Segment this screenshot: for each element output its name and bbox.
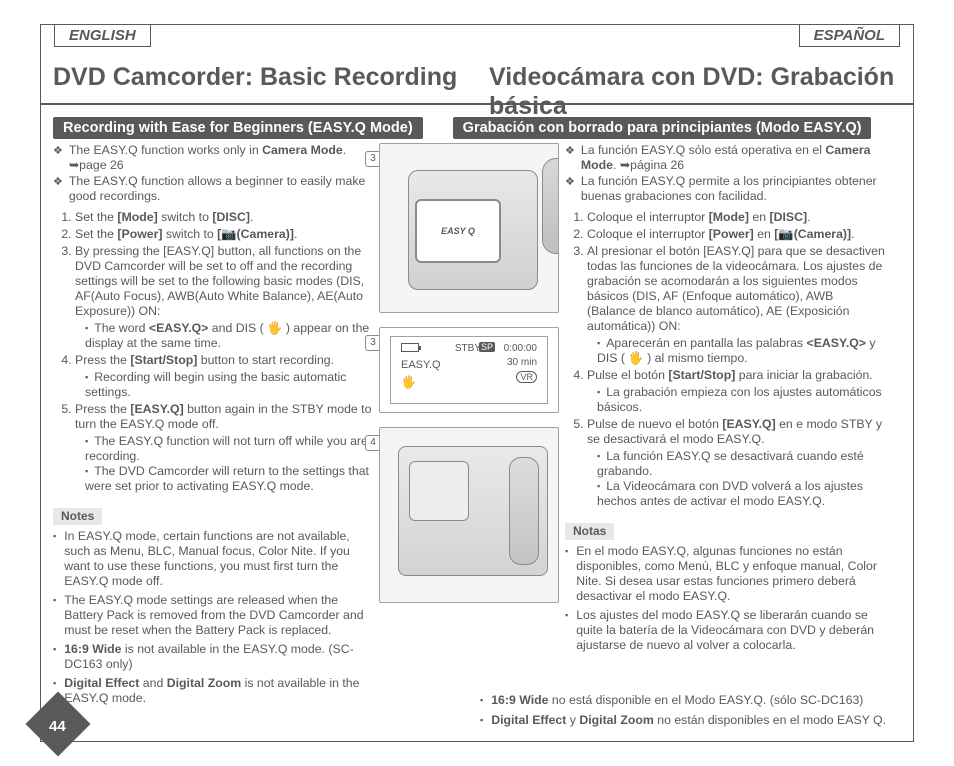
camcorder-panel	[409, 461, 469, 521]
column-spanish: La función EASY.Q sólo está operativa en…	[565, 143, 885, 733]
en-note-1: In EASY.Q mode, certain functions are no…	[64, 529, 373, 589]
es-bottom-notes: 16:9 Wide no está disponible en el Modo …	[480, 693, 902, 732]
es-intro-1: La función EASY.Q sólo está operativa en…	[581, 143, 885, 173]
es-steps: Coloque el interruptor [Mode] en [DISC].…	[565, 210, 885, 509]
en-step-1: Set the [Mode] switch to [DISC].	[75, 210, 373, 225]
figure-camcorder: EASY Q	[379, 143, 559, 313]
es-step-4a: La grabación empieza con los ajustes aut…	[597, 385, 885, 415]
lcd-easyq: EASY.Q	[401, 359, 441, 371]
es-step-1: Coloque el interruptor [Mode] en [DISC].	[587, 210, 885, 225]
camcorder-grip	[542, 158, 559, 254]
es-step-5: Pulse de nuevo el botón [EASY.Q] en e mo…	[587, 417, 885, 509]
camcorder-lens	[509, 457, 539, 565]
diamond-icon	[565, 174, 575, 204]
language-bar: ENGLISH ESPAÑOL	[40, 24, 914, 52]
en-notes: In EASY.Q mode, certain functions are no…	[53, 529, 373, 706]
en-step-3a: The word <EASY.Q> and DIS ( 🖐 ) appear o…	[85, 321, 373, 351]
figure-camcorder-detail	[379, 427, 559, 603]
en-step-5b: The DVD Camcorder will return to the set…	[85, 464, 373, 494]
diamond-icon	[53, 143, 63, 173]
en-step-2: Set the [Power] switch to [📷(Camera)].	[75, 227, 373, 242]
title-english: DVD Camcorder: Basic Recording	[41, 59, 477, 103]
camcorder-illustration: EASY Q	[408, 170, 538, 290]
easyq-icon: EASY Q	[441, 226, 475, 236]
en-intro-2: The EASY.Q function allows a beginner to…	[69, 174, 373, 204]
es-note-1: En el modo EASY.Q, algunas funciones no …	[576, 544, 885, 604]
notes-label-en: Notes	[53, 508, 102, 525]
battery-icon	[401, 343, 419, 352]
diamond-icon	[53, 174, 63, 204]
camcorder-illustration-2	[398, 446, 548, 576]
lang-english-label: ENGLISH	[54, 24, 151, 47]
lcd-sp: SP	[479, 342, 495, 352]
title-row: DVD Camcorder: Basic Recording Videocáma…	[41, 59, 913, 105]
manual-page: ENGLISH ESPAÑOL DVD Camcorder: Basic Rec…	[40, 24, 914, 742]
section-badge-es: Grabación con borrado para principiantes…	[453, 117, 872, 139]
lcd-dis-icon: 🖐	[401, 375, 416, 389]
en-step-4: Press the [Start/Stop] button to start r…	[75, 353, 373, 400]
en-note-4: Digital Effect and Digital Zoom is not a…	[64, 676, 373, 706]
lang-spanish-label: ESPAÑOL	[799, 24, 900, 47]
es-step-5a: La función EASY.Q se desactivará cuando …	[597, 449, 885, 479]
es-note-2: Los ajustes del modo EASY.Q se liberarán…	[576, 608, 885, 653]
column-figures: 3 EASY Q 3 STBY SP	[373, 143, 565, 733]
camcorder-screen: EASY Q	[415, 199, 501, 263]
en-step-3: By pressing the [EASY.Q] button, all fun…	[75, 244, 373, 351]
es-step-2: Coloque el interruptor [Power] en [📷(Cam…	[587, 227, 885, 242]
es-bottom-2: Digital Effect y Digital Zoom no están d…	[491, 713, 886, 728]
notes-label-es: Notas	[565, 523, 614, 540]
figure-lcd: STBY SP 0:00:00 30 min VR EASY.Q 🖐	[379, 327, 559, 413]
en-note-3: 16:9 Wide is not available in the EASY.Q…	[64, 642, 373, 672]
lcd-remaining: 30 min	[507, 357, 537, 368]
title-spanish: Videocámara con DVD: Grabación básica	[477, 59, 913, 103]
column-english: The EASY.Q function works only in Camera…	[53, 143, 373, 733]
es-notes: En el modo EASY.Q, algunas funciones no …	[565, 544, 885, 653]
en-step-4a: Recording will begin using the basic aut…	[85, 370, 373, 400]
en-steps: Set the [Mode] switch to [DISC]. Set the…	[53, 210, 373, 494]
es-bottom-1: 16:9 Wide no está disponible en el Modo …	[491, 693, 863, 708]
en-step-5a: The EASY.Q function will not turn off wh…	[85, 434, 373, 464]
section-badge-en: Recording with Ease for Beginners (EASY.…	[53, 117, 423, 139]
en-step-5: Press the [EASY.Q] button again in the S…	[75, 402, 373, 494]
es-step-3a: Aparecerán en pantalla las palabras <EAS…	[597, 336, 885, 366]
en-note-2: The EASY.Q mode settings are released wh…	[64, 593, 373, 638]
lcd-vr: VR	[516, 371, 537, 383]
es-step-5b: La Videocámara con DVD volverá a los aju…	[597, 479, 885, 509]
lcd-stby: STBY	[455, 343, 481, 354]
en-intro-1: The EASY.Q function works only in Camera…	[69, 143, 373, 173]
es-step-4: Pulse el botón [Start/Stop] para iniciar…	[587, 368, 885, 415]
page-number: 44	[49, 718, 66, 735]
es-intro-2: La función EASY.Q permite a los principi…	[581, 174, 885, 204]
diamond-icon	[565, 143, 575, 173]
es-step-3: Al presionar el botón [EASY.Q] para que …	[587, 244, 885, 366]
lcd-display: STBY SP 0:00:00 30 min VR EASY.Q 🖐	[390, 336, 548, 404]
section-badge-row: Recording with Ease for Beginners (EASY.…	[41, 111, 913, 139]
lcd-timecode: 0:00:00	[504, 343, 537, 354]
